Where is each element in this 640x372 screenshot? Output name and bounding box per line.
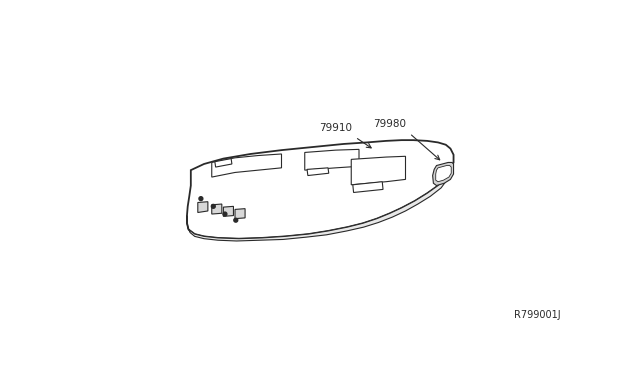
Polygon shape <box>235 209 245 219</box>
Circle shape <box>223 212 227 216</box>
Circle shape <box>211 205 215 208</box>
Polygon shape <box>212 154 282 177</box>
Circle shape <box>234 218 237 222</box>
Polygon shape <box>223 206 234 217</box>
Text: 79980: 79980 <box>374 119 406 129</box>
Polygon shape <box>436 166 451 182</box>
Polygon shape <box>305 150 359 170</box>
Text: R799001J: R799001J <box>514 310 561 320</box>
Circle shape <box>199 197 203 201</box>
Polygon shape <box>215 158 232 167</box>
Polygon shape <box>198 202 208 212</box>
Polygon shape <box>353 182 383 192</box>
Polygon shape <box>212 204 222 214</box>
Polygon shape <box>187 140 454 239</box>
Polygon shape <box>433 163 454 186</box>
Polygon shape <box>351 156 406 185</box>
Text: 79910: 79910 <box>319 123 352 133</box>
Polygon shape <box>187 163 454 241</box>
Polygon shape <box>307 168 329 176</box>
